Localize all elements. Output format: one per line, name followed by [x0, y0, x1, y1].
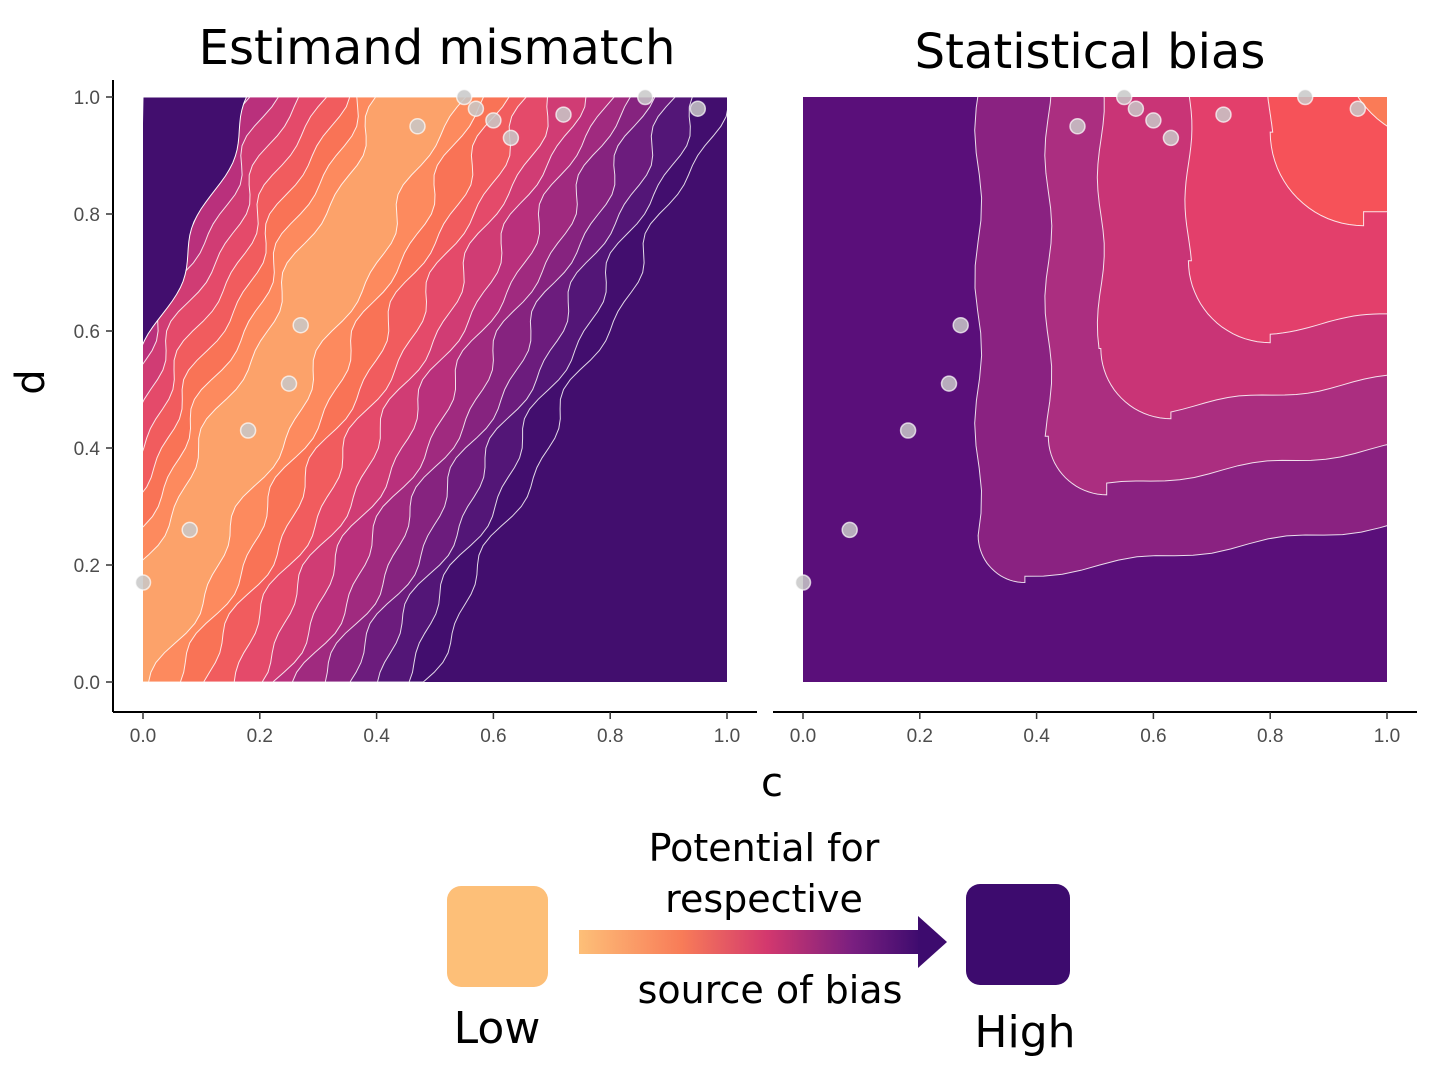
x-tick-label: 0.8 [1257, 726, 1283, 747]
data-point [555, 106, 572, 123]
y-tick-label: 1.0 [74, 88, 100, 109]
x-tick-label: 0.6 [1140, 726, 1166, 747]
data-point [409, 118, 426, 135]
legend-high-swatch [966, 884, 1070, 985]
legend: Potential for respective source of bias … [447, 826, 1076, 1058]
data-point [1296, 88, 1314, 106]
y-tick-label: 0.8 [74, 205, 100, 226]
data-point [952, 316, 969, 334]
data-point [636, 88, 654, 106]
data-point [794, 574, 812, 591]
legend-text-line2: respective [665, 877, 863, 921]
data-point [899, 422, 917, 439]
data-point [181, 521, 198, 539]
data-point [1215, 106, 1232, 123]
y-tick-label: 0.4 [74, 439, 101, 460]
legend-high-label: High [974, 1007, 1075, 1058]
panel-title-statistical: Statistical bias [915, 24, 1266, 80]
legend-low-label: Low [454, 1003, 541, 1054]
data-point [134, 574, 152, 591]
contour-band [143, 97, 248, 346]
data-point [280, 375, 298, 392]
x-tick-label: 0.8 [597, 726, 623, 747]
x-tick-label: 0.0 [790, 726, 816, 747]
legend-low-swatch [447, 886, 548, 987]
contour-band [1267, 97, 1387, 227]
data-point [485, 112, 502, 129]
data-point [1145, 112, 1162, 129]
data-point [1115, 88, 1133, 106]
data-point [502, 129, 520, 147]
points-statistical [794, 88, 1367, 591]
panel-statistical-bias [794, 88, 1387, 682]
contour-bands-statistical [803, 97, 1387, 682]
axis-ticks: 0.0 0.2 0.4 0.6 0.8 1.0 0.0 0.2 0.4 0.6 0.8 1.0 0.0 0… [74, 88, 1401, 747]
x-tick-label: 0.6 [480, 726, 506, 747]
y-tick-label: 0.0 [74, 673, 100, 694]
data-point [1162, 129, 1180, 147]
x-tick-label: 1.0 [714, 726, 740, 747]
panel-estimand-mismatch [134, 88, 727, 682]
y-tick-label: 0.6 [74, 322, 100, 343]
data-point [1127, 100, 1145, 117]
x-tick-label: 1.0 [1374, 726, 1400, 747]
x-tick-label: 0.0 [130, 726, 156, 747]
data-point [1069, 118, 1086, 135]
y-axis-title: d [8, 369, 54, 394]
data-point [940, 375, 958, 392]
data-point [1349, 100, 1367, 117]
panel-title-estimand: Estimand mismatch [199, 20, 676, 76]
x-tick-label: 0.2 [247, 726, 273, 747]
y-tick-label: 0.2 [74, 556, 100, 577]
x-tick-label: 0.4 [363, 726, 390, 747]
data-point [467, 100, 485, 117]
legend-text-line3: source of bias [638, 968, 903, 1012]
legend-text-line1: Potential for [649, 826, 880, 870]
contour-bands-estimand [143, 97, 727, 682]
legend-arrow-shaft [579, 930, 921, 954]
x-axis-title: c [761, 760, 783, 806]
contour-band [143, 97, 467, 682]
data-point [689, 100, 707, 117]
x-tick-label: 0.2 [907, 726, 933, 747]
points-estimand [134, 88, 707, 591]
legend-arrow-head [918, 916, 947, 968]
x-tick-label: 0.4 [1023, 726, 1050, 747]
data-point [292, 316, 309, 334]
contour-band [1357, 97, 1387, 127]
data-point [239, 422, 257, 439]
data-point [455, 88, 473, 106]
data-point [841, 521, 858, 539]
